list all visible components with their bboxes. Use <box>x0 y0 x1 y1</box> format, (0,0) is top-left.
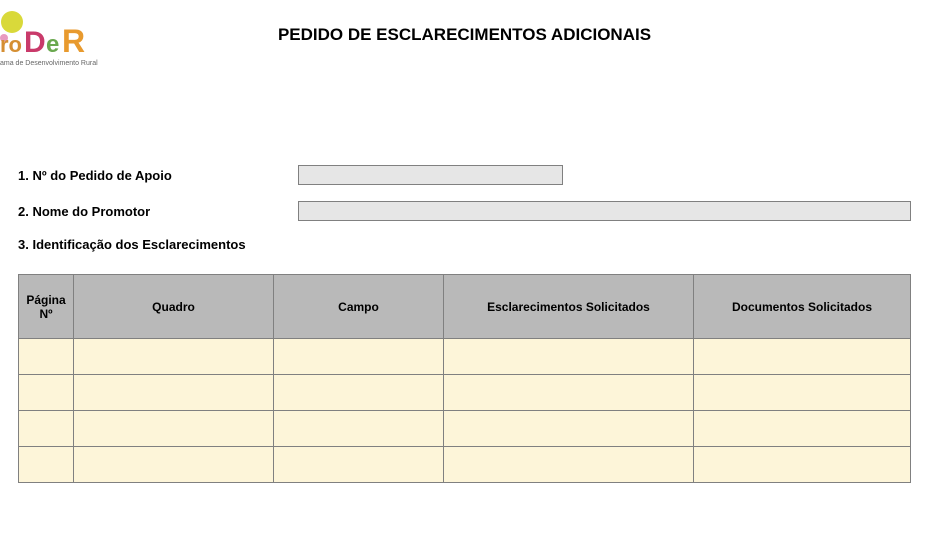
cell-esclarecimentos[interactable] <box>444 339 694 375</box>
table-header-row: Página Nº Quadro Campo Esclarecimentos S… <box>19 275 911 339</box>
cell-pagina[interactable] <box>19 375 74 411</box>
page-title: PEDIDO DE ESCLARECIMENTOS ADICIONAIS <box>0 25 929 45</box>
input-nome-promotor[interactable] <box>298 201 911 221</box>
cell-pagina[interactable] <box>19 411 74 447</box>
esclarecimentos-table: Página Nº Quadro Campo Esclarecimentos S… <box>18 274 911 483</box>
label-pedido-apoio: 1. Nº do Pedido de Apoio <box>18 168 298 183</box>
cell-quadro[interactable] <box>74 339 274 375</box>
table-row <box>19 411 911 447</box>
cell-esclarecimentos[interactable] <box>444 411 694 447</box>
logo: ro D e R ama de Desenvolvimento Rural <box>0 10 90 80</box>
table-row <box>19 447 911 483</box>
cell-campo[interactable] <box>274 375 444 411</box>
th-documentos: Documentos Solicitados <box>694 275 911 339</box>
cell-documentos[interactable] <box>694 411 911 447</box>
th-quadro: Quadro <box>74 275 274 339</box>
form-section: 1. Nº do Pedido de Apoio 2. Nome do Prom… <box>18 165 911 483</box>
input-pedido-apoio[interactable] <box>298 165 563 185</box>
cell-quadro[interactable] <box>74 447 274 483</box>
cell-esclarecimentos[interactable] <box>444 447 694 483</box>
cell-campo[interactable] <box>274 447 444 483</box>
table-row <box>19 375 911 411</box>
label-nome-promotor: 2. Nome do Promotor <box>18 204 298 219</box>
cell-pagina[interactable] <box>19 447 74 483</box>
table-row <box>19 339 911 375</box>
cell-documentos[interactable] <box>694 375 911 411</box>
cell-documentos[interactable] <box>694 339 911 375</box>
cell-esclarecimentos[interactable] <box>444 375 694 411</box>
cell-campo[interactable] <box>274 339 444 375</box>
form-row-promotor: 2. Nome do Promotor <box>18 201 911 221</box>
cell-campo[interactable] <box>274 411 444 447</box>
th-pagina: Página Nº <box>19 275 74 339</box>
logo-tagline: ama de Desenvolvimento Rural <box>0 60 90 67</box>
cell-quadro[interactable] <box>74 375 274 411</box>
th-campo: Campo <box>274 275 444 339</box>
cell-documentos[interactable] <box>694 447 911 483</box>
th-esclarecimentos: Esclarecimentos Solicitados <box>444 275 694 339</box>
cell-pagina[interactable] <box>19 339 74 375</box>
cell-quadro[interactable] <box>74 411 274 447</box>
form-row-pedido: 1. Nº do Pedido de Apoio <box>18 165 911 185</box>
label-identificacao-esclarecimentos: 3. Identificação dos Esclarecimentos <box>18 237 911 252</box>
